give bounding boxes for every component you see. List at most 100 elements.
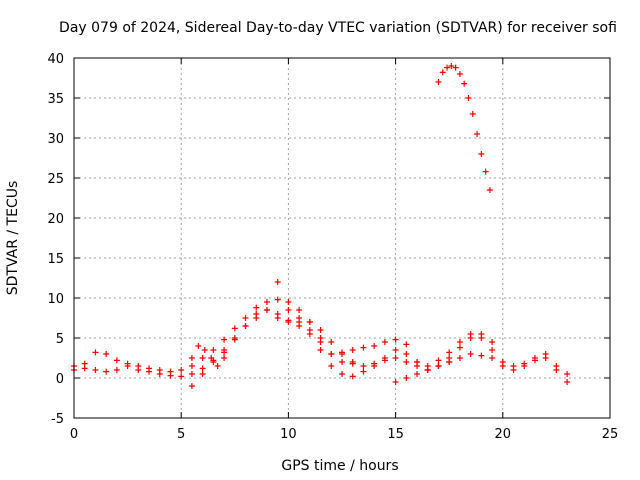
series-track-e <box>274 279 453 373</box>
data-point <box>456 71 463 77</box>
data-point <box>103 351 110 357</box>
grid-lines <box>74 58 610 418</box>
data-point <box>381 357 388 364</box>
data-point <box>328 363 335 369</box>
data-point <box>210 347 217 353</box>
x-tick-label: 5 <box>177 427 185 442</box>
data-point <box>242 315 249 321</box>
data-point <box>349 359 356 365</box>
data-point <box>103 368 110 375</box>
data-point <box>424 367 431 373</box>
data-point <box>317 347 324 353</box>
data-point <box>469 111 476 117</box>
data-point <box>199 365 206 372</box>
data-point <box>482 168 489 175</box>
data-point <box>178 373 185 380</box>
data-point <box>414 371 421 377</box>
data-point <box>435 79 442 85</box>
data-point <box>274 296 281 303</box>
data-point <box>199 371 206 377</box>
data-point <box>349 347 356 353</box>
x-tick-label: 15 <box>387 427 404 442</box>
y-tick-label: 30 <box>47 132 64 147</box>
data-point <box>156 371 163 377</box>
x-tick-label: 20 <box>495 427 512 442</box>
data-point <box>285 307 292 313</box>
data-point <box>231 325 238 332</box>
data-point <box>92 349 99 356</box>
data-point <box>263 299 270 305</box>
data-point <box>92 367 99 373</box>
data-point <box>478 151 485 157</box>
data-point <box>360 368 367 375</box>
data-point <box>444 64 451 71</box>
data-point <box>113 367 120 373</box>
x-axis-label: GPS time / hours <box>281 458 398 474</box>
data-point <box>489 347 496 353</box>
data-point <box>81 365 88 372</box>
data-point <box>448 63 455 69</box>
data-point <box>371 343 378 349</box>
data-point <box>221 355 228 361</box>
data-point <box>188 363 195 369</box>
y-tick-label: 20 <box>47 212 64 227</box>
data-point <box>371 360 378 367</box>
data-point <box>188 355 195 361</box>
data-point <box>465 95 472 101</box>
y-tick-label: -5 <box>51 412 64 427</box>
data-point <box>306 319 313 325</box>
data-point <box>489 339 496 345</box>
data-point <box>339 359 345 365</box>
data-point <box>403 341 410 348</box>
data-point <box>208 355 215 361</box>
data-point <box>296 307 303 313</box>
data-point <box>392 336 399 343</box>
data-point <box>392 379 399 385</box>
x-tick-label: 0 <box>70 427 78 442</box>
y-tick-label: 10 <box>47 292 64 307</box>
data-point <box>392 347 399 353</box>
data-point <box>328 351 335 357</box>
data-point <box>339 351 345 357</box>
data-point <box>403 375 410 381</box>
data-point <box>285 319 292 325</box>
data-point <box>210 359 217 365</box>
data-point <box>146 368 153 375</box>
data-point <box>499 363 506 369</box>
data-point <box>274 315 281 321</box>
data-point <box>178 367 185 373</box>
data-point <box>253 304 260 311</box>
series-track-h <box>424 351 571 385</box>
plot-frame <box>73 57 611 419</box>
data-points <box>71 63 571 389</box>
data-point <box>553 367 560 373</box>
data-point <box>124 363 131 369</box>
data-point <box>521 363 528 369</box>
x-tick-label: 25 <box>602 427 619 442</box>
data-point <box>296 315 303 321</box>
data-point <box>167 372 174 379</box>
chart-title: Day 079 of 2024, Sidereal Day-to-day VTE… <box>59 20 617 36</box>
data-point <box>113 357 120 364</box>
data-point <box>474 131 481 137</box>
data-point <box>296 323 303 329</box>
data-point <box>360 363 367 369</box>
data-point <box>199 355 206 361</box>
data-point <box>135 367 142 373</box>
data-point <box>489 355 496 361</box>
data-point <box>478 352 485 359</box>
data-point <box>446 349 453 356</box>
data-point <box>201 347 208 353</box>
data-point <box>253 315 260 321</box>
data-point <box>542 351 549 357</box>
series-track-i <box>435 63 493 193</box>
data-point <box>195 343 202 349</box>
data-point <box>467 331 474 337</box>
data-point <box>439 69 446 76</box>
data-point <box>242 323 249 329</box>
data-point <box>188 383 195 389</box>
y-tick-label: 15 <box>47 252 64 267</box>
data-point <box>221 336 228 343</box>
data-point <box>263 307 270 313</box>
data-point <box>461 80 468 87</box>
